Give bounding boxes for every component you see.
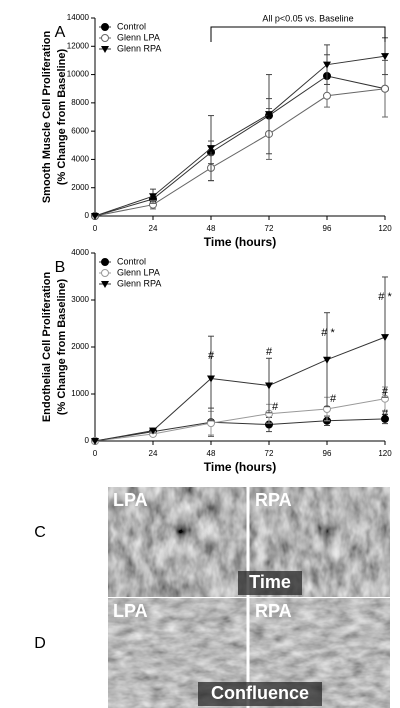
legend-marker xyxy=(101,269,109,277)
significance-mark: # xyxy=(208,350,215,362)
y-axis-label: (% Change from Baseline) xyxy=(56,49,68,186)
series-line xyxy=(94,418,386,442)
y-tick-label: 3000 xyxy=(71,295,89,304)
caption-box xyxy=(238,571,302,595)
legend-marker xyxy=(101,258,109,266)
point xyxy=(149,427,157,435)
y-tick-label: 4000 xyxy=(71,248,89,257)
significance-mark: # xyxy=(266,346,273,358)
y-axis-label: Smooth Muscle Cell Proliferation xyxy=(41,31,53,204)
point xyxy=(91,213,99,220)
image-label: RPA xyxy=(255,601,292,621)
x-tick-label: 96 xyxy=(323,449,332,458)
y-tick-label: 6000 xyxy=(71,126,89,135)
legend-marker xyxy=(101,34,109,42)
x-tick-label: 120 xyxy=(378,449,392,458)
point xyxy=(149,193,157,201)
panel-letter: B xyxy=(55,259,66,276)
y-axis-label: Endothelial Cell Proliferation xyxy=(41,272,53,423)
legend-label: Glenn RPA xyxy=(117,278,161,288)
x-axis-label: Time (hours) xyxy=(204,460,276,474)
micrograph-panel: C LPA RPA Time xyxy=(34,487,390,597)
image-label: RPA xyxy=(255,490,292,510)
legend-label: Control xyxy=(117,256,146,266)
point xyxy=(381,414,389,423)
legend-label: Glenn LPA xyxy=(117,32,160,42)
x-tick-label: 72 xyxy=(265,224,274,233)
point xyxy=(265,111,273,119)
point xyxy=(91,438,99,445)
series-line xyxy=(94,75,386,217)
point xyxy=(323,356,331,364)
y-axis-label: (% Change from Baseline) xyxy=(56,279,68,416)
y-tick-label: 0 xyxy=(85,211,90,220)
panel-letter: C xyxy=(34,524,46,541)
legend-label: Glenn RPA xyxy=(117,43,161,53)
point xyxy=(381,53,389,61)
image-label: LPA xyxy=(113,601,148,621)
panel-letter: A xyxy=(55,24,66,41)
significance-mark: # xyxy=(382,408,389,420)
series-line xyxy=(94,88,386,217)
point xyxy=(207,145,215,153)
caption-box xyxy=(198,682,322,706)
micrograph-panel: D LPA RPA Confluence xyxy=(34,598,390,708)
series-line xyxy=(94,55,386,217)
x-tick-label: 48 xyxy=(207,224,216,233)
y-tick-label: 2000 xyxy=(71,183,89,192)
y-tick-label: 8000 xyxy=(71,98,89,107)
significance-mark: # * xyxy=(378,291,392,303)
significance-mark: # * xyxy=(321,327,335,339)
chart: B 0 1000 2000 3000 4000 0 24 48 72 96 120 Time (hour… xyxy=(41,248,393,474)
x-tick-label: 24 xyxy=(149,449,158,458)
y-tick-label: 12000 xyxy=(67,41,90,50)
y-tick-label: 2000 xyxy=(71,342,89,351)
chart: A 0 2000 4000 6000 8000 10000 12000 14000 0 24 48 72… xyxy=(41,13,392,249)
x-tick-label: 72 xyxy=(265,449,274,458)
point xyxy=(381,334,389,342)
point xyxy=(323,61,331,69)
image-label: LPA xyxy=(113,490,148,510)
y-tick-label: 4000 xyxy=(71,155,89,164)
significance-mark: # xyxy=(272,401,279,413)
x-tick-label: 120 xyxy=(378,224,392,233)
x-tick-label: 0 xyxy=(93,449,98,458)
point xyxy=(381,84,389,93)
micrograph xyxy=(108,487,248,597)
series-line xyxy=(94,398,386,442)
y-tick-label: 14000 xyxy=(67,13,90,22)
significance-mark: # xyxy=(330,393,337,405)
x-tick-label: 0 xyxy=(93,224,98,233)
y-tick-label: 1000 xyxy=(71,389,89,398)
y-tick-label: 10000 xyxy=(67,70,90,79)
image-caption: Confluence xyxy=(211,683,309,703)
x-tick-label: 96 xyxy=(323,224,332,233)
legend-marker xyxy=(101,46,109,53)
legend-marker xyxy=(101,281,109,288)
x-tick-label: 48 xyxy=(207,449,216,458)
point xyxy=(323,91,331,100)
x-axis-label: Time (hours) xyxy=(204,235,276,249)
bracket xyxy=(210,26,386,42)
point xyxy=(265,382,273,390)
point xyxy=(207,375,215,383)
panel-letter: D xyxy=(34,635,46,652)
legend-label: Glenn LPA xyxy=(117,267,160,277)
legend-label: Control xyxy=(117,21,146,31)
y-tick-label: 0 xyxy=(85,436,90,445)
x-tick-label: 24 xyxy=(149,224,158,233)
annotation: All p<0.05 vs. Baseline xyxy=(262,13,353,23)
image-caption: Time xyxy=(249,572,291,592)
series-line xyxy=(94,336,386,442)
significance-mark: # xyxy=(382,386,389,398)
legend-marker xyxy=(101,23,109,31)
